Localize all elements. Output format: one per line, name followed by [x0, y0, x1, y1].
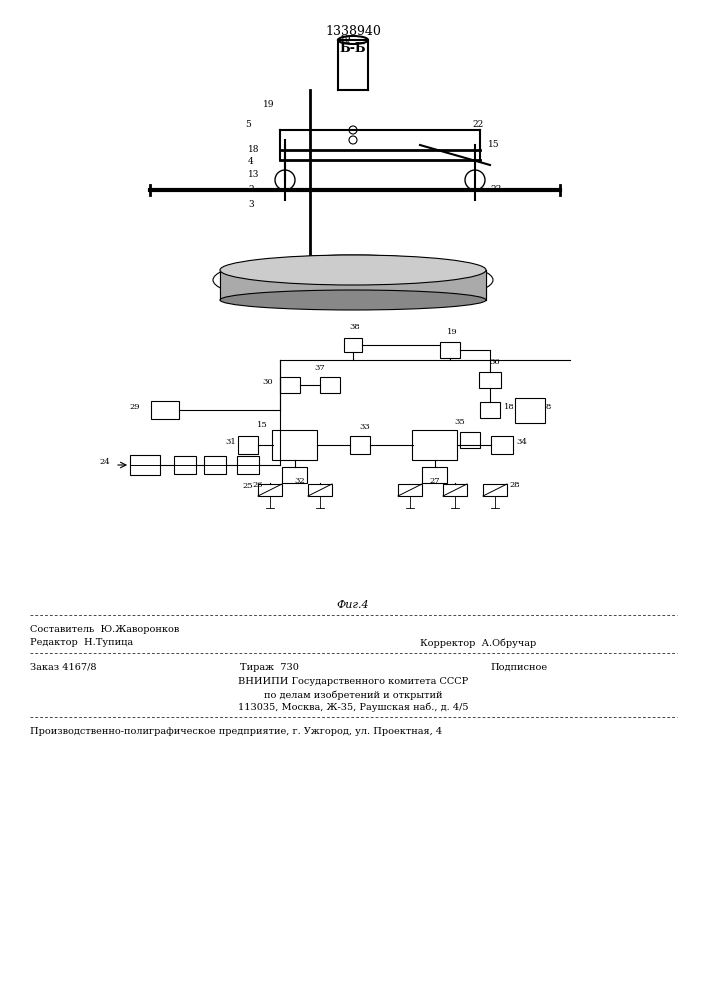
Circle shape: [349, 136, 357, 144]
Text: 5: 5: [245, 120, 251, 129]
Text: 2: 2: [248, 185, 254, 194]
Bar: [320, 377, 340, 393]
Text: 28: 28: [509, 481, 520, 489]
Ellipse shape: [220, 290, 486, 310]
Text: 29: 29: [129, 403, 140, 411]
Bar: [480, 402, 500, 418]
Bar: [443, 484, 467, 496]
Bar: [280, 377, 300, 393]
Bar: [515, 397, 545, 422]
Text: 25: 25: [243, 482, 253, 490]
Bar: [440, 342, 460, 358]
Ellipse shape: [220, 255, 486, 285]
Bar: [151, 401, 179, 419]
Bar: [174, 456, 196, 474]
Text: Редактор  Н.Тупица: Редактор Н.Тупица: [30, 638, 133, 647]
Bar: [483, 484, 507, 496]
Text: 23: 23: [490, 185, 501, 194]
Text: Фиг.3: Фиг.3: [337, 295, 369, 305]
Bar: [423, 467, 448, 483]
Text: 18: 18: [248, 145, 259, 154]
Text: Б-Б: Б-Б: [339, 42, 366, 55]
Text: 113035, Москва, Ж-35, Раушская наб., д. 4/5: 113035, Москва, Ж-35, Раушская наб., д. …: [238, 703, 468, 712]
Text: Тираж  730: Тираж 730: [240, 663, 299, 672]
Text: 15: 15: [488, 140, 500, 149]
Text: Составитель  Ю.Жаворонков: Составитель Ю.Жаворонков: [30, 625, 180, 634]
Text: 1338940: 1338940: [325, 25, 381, 38]
Text: 32: 32: [295, 477, 305, 485]
Bar: [398, 484, 422, 496]
Ellipse shape: [338, 36, 368, 44]
Text: 31: 31: [225, 438, 235, 446]
Text: 18: 18: [504, 403, 515, 411]
Text: 34: 34: [516, 438, 527, 446]
Text: Корректор  А.Обручар: Корректор А.Обручар: [420, 638, 536, 648]
Circle shape: [349, 126, 357, 134]
Text: 38: 38: [350, 323, 361, 331]
Bar: [308, 484, 332, 496]
Bar: [237, 456, 259, 474]
Bar: [204, 456, 226, 474]
Text: 19: 19: [447, 328, 457, 336]
Bar: [491, 436, 513, 454]
Text: Фиг.4: Фиг.4: [337, 600, 369, 610]
Text: 3: 3: [248, 200, 254, 209]
Text: 8: 8: [546, 403, 551, 411]
Text: 19: 19: [340, 35, 351, 44]
Bar: [344, 338, 362, 352]
Text: 15: 15: [257, 421, 268, 429]
Text: 4: 4: [248, 157, 254, 166]
Text: 30: 30: [262, 378, 273, 386]
Text: по делам изобретений и открытий: по делам изобретений и открытий: [264, 690, 443, 700]
Text: Производственно-полиграфическое предприятие, г. Ужгород, ул. Проектная, 4: Производственно-полиграфическое предприя…: [30, 727, 442, 736]
Bar: [479, 372, 501, 388]
Text: 33: 33: [360, 423, 370, 431]
Bar: [350, 436, 370, 454]
Text: 13: 13: [248, 170, 259, 179]
Bar: [460, 432, 480, 448]
Text: 35: 35: [455, 418, 465, 426]
Text: 37: 37: [315, 364, 325, 372]
Text: 26: 26: [252, 481, 262, 489]
Bar: [283, 467, 308, 483]
Text: ВНИИПИ Государственного комитета СССР: ВНИИПИ Государственного комитета СССР: [238, 677, 468, 686]
Text: Подписное: Подписное: [490, 663, 547, 672]
Bar: [412, 430, 457, 460]
Bar: [130, 455, 160, 475]
Bar: [272, 430, 317, 460]
Text: 19: 19: [263, 100, 274, 109]
Bar: [258, 484, 282, 496]
Bar: [238, 436, 258, 454]
Polygon shape: [220, 270, 486, 300]
Text: 24: 24: [100, 458, 110, 466]
Text: Заказ 4167/8: Заказ 4167/8: [30, 663, 96, 672]
Text: 27: 27: [430, 477, 440, 485]
Text: 36: 36: [490, 358, 501, 366]
Text: 22: 22: [472, 120, 484, 129]
